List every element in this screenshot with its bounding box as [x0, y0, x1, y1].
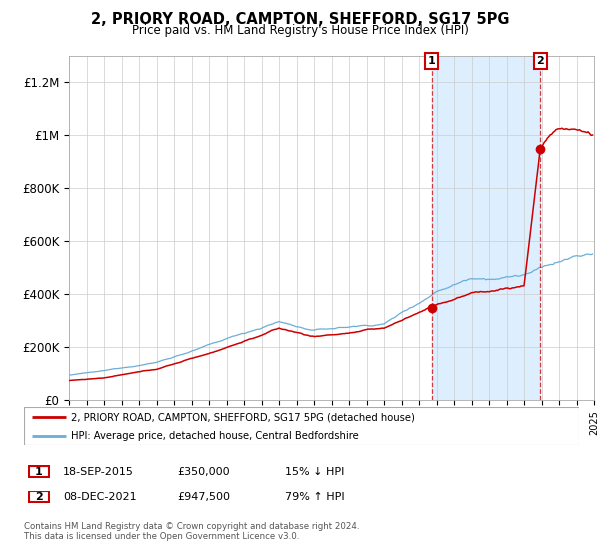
Text: 2, PRIORY ROAD, CAMPTON, SHEFFORD, SG17 5PG (detached house): 2, PRIORY ROAD, CAMPTON, SHEFFORD, SG17 … — [71, 412, 415, 422]
Text: 2, PRIORY ROAD, CAMPTON, SHEFFORD, SG17 5PG: 2, PRIORY ROAD, CAMPTON, SHEFFORD, SG17 … — [91, 12, 509, 27]
Text: 2: 2 — [536, 56, 544, 66]
Bar — [431, 56, 540, 400]
Text: Price paid vs. HM Land Registry's House Price Index (HPI): Price paid vs. HM Land Registry's House … — [131, 24, 469, 37]
Text: 18-SEP-2015: 18-SEP-2015 — [63, 466, 134, 477]
Text: 79% ↑ HPI: 79% ↑ HPI — [285, 492, 344, 502]
Text: Contains HM Land Registry data © Crown copyright and database right 2024.
This d: Contains HM Land Registry data © Crown c… — [24, 522, 359, 542]
Text: HPI: Average price, detached house, Central Bedfordshire: HPI: Average price, detached house, Cent… — [71, 431, 359, 441]
Text: 15% ↓ HPI: 15% ↓ HPI — [285, 466, 344, 477]
Text: 1: 1 — [428, 56, 436, 66]
Text: 1: 1 — [35, 466, 43, 477]
Text: 2: 2 — [35, 492, 43, 502]
Text: £947,500: £947,500 — [177, 492, 230, 502]
Text: £350,000: £350,000 — [177, 466, 230, 477]
Text: 08-DEC-2021: 08-DEC-2021 — [63, 492, 137, 502]
